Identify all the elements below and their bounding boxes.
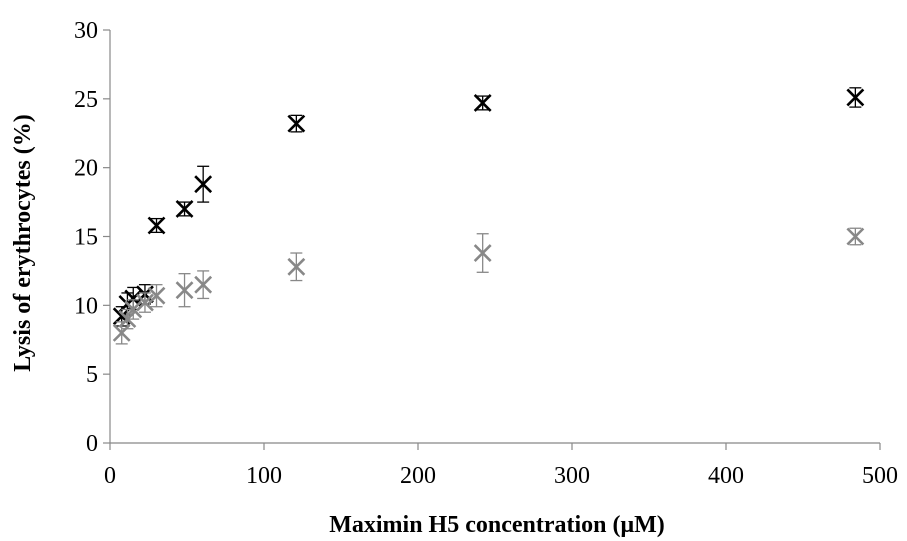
y-tick-label: 30 — [74, 18, 98, 44]
y-tick-label: 0 — [86, 431, 98, 457]
data-point — [147, 286, 166, 305]
data-point — [136, 293, 154, 312]
y-tick-label: 15 — [74, 225, 98, 251]
data-point — [473, 244, 492, 262]
x-tick-label: 0 — [104, 463, 116, 489]
data-point — [846, 88, 865, 107]
x-tick-label: 300 — [554, 463, 590, 489]
y-axis-title: Lysis of erythrocytes (%) — [10, 114, 36, 372]
data-point — [124, 300, 143, 319]
x-axis-title: Maximin H5 concentration (μM) — [329, 512, 665, 538]
data-point — [194, 275, 213, 294]
x-tick-label: 100 — [246, 463, 282, 489]
data-point — [175, 200, 194, 218]
data-point — [846, 227, 865, 246]
y-tick-label: 5 — [86, 362, 98, 388]
y-tick-label: 25 — [74, 87, 98, 113]
y-tick-label: 20 — [74, 156, 98, 182]
x-tick-label: 400 — [708, 463, 744, 489]
data-point — [175, 281, 194, 300]
x-tick-label: 500 — [862, 463, 898, 489]
data-point — [287, 114, 306, 133]
y-tick-label: 10 — [74, 293, 98, 319]
data-marks — [112, 87, 865, 345]
data-point — [194, 175, 213, 194]
x-tick-label: 200 — [400, 463, 436, 489]
data-point — [473, 94, 492, 112]
data-point — [147, 216, 166, 235]
data-point — [287, 257, 306, 276]
